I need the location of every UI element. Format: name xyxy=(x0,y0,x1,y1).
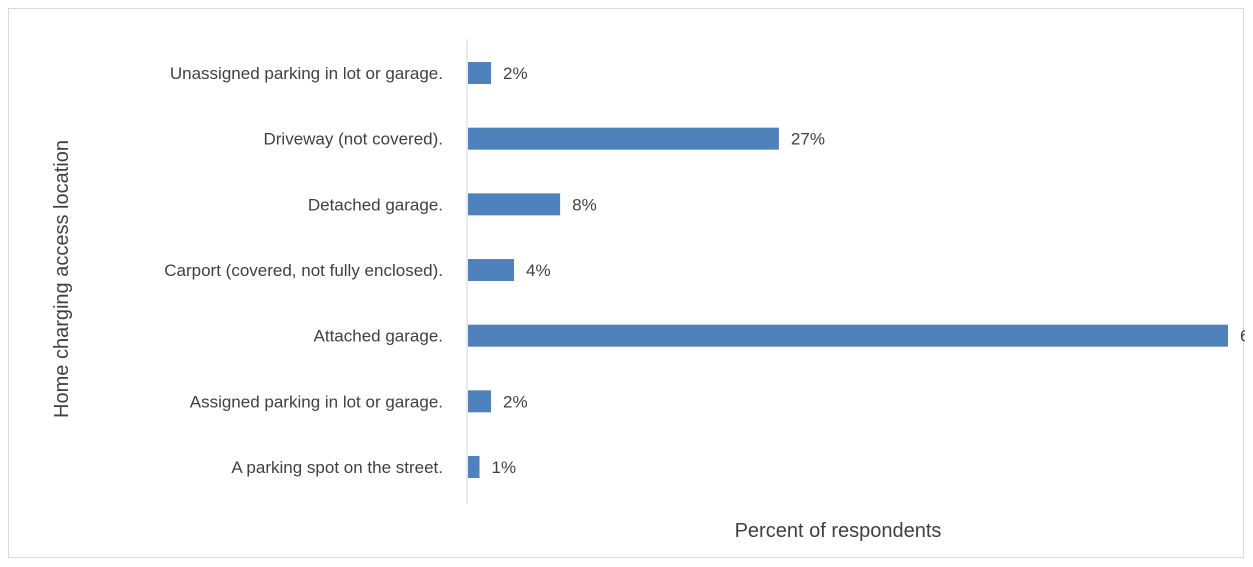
value-label: 1% xyxy=(492,458,517,477)
bar xyxy=(468,62,492,84)
category-label: Assigned parking in lot or garage. xyxy=(190,392,443,411)
bar xyxy=(468,390,492,413)
category-label: Carport (covered, not fully enclosed). xyxy=(164,261,443,280)
value-labels: 2% 27% 8% 4% 66% 2% 1% xyxy=(492,64,1245,477)
value-label: 8% xyxy=(572,195,597,214)
bar xyxy=(468,324,1228,347)
bar xyxy=(468,456,480,479)
category-labels: Unassigned parking in lot or garage. Driv… xyxy=(164,64,443,477)
category-label: Driveway (not covered). xyxy=(263,130,443,149)
value-label: 2% xyxy=(503,392,528,411)
value-label: 27% xyxy=(791,130,825,149)
bar xyxy=(468,127,779,150)
value-label: 2% xyxy=(503,64,528,83)
bar-chart: Unassigned parking in lot or garage. Driv… xyxy=(51,39,1245,542)
category-label: Attached garage. xyxy=(314,327,443,346)
bar xyxy=(468,259,515,282)
category-label: Unassigned parking in lot or garage. xyxy=(170,64,443,83)
y-axis-title: Home charging access location xyxy=(51,140,73,418)
bars-group xyxy=(468,62,1228,479)
category-label: A parking spot on the street. xyxy=(231,458,443,477)
chart-frame: Unassigned parking in lot or garage. Driv… xyxy=(8,8,1245,558)
bar xyxy=(468,193,561,216)
x-axis-title: Percent of respondents xyxy=(735,520,942,542)
value-label: 66% xyxy=(1240,327,1245,346)
category-label: Detached garage. xyxy=(308,195,443,214)
value-label: 4% xyxy=(526,261,551,280)
